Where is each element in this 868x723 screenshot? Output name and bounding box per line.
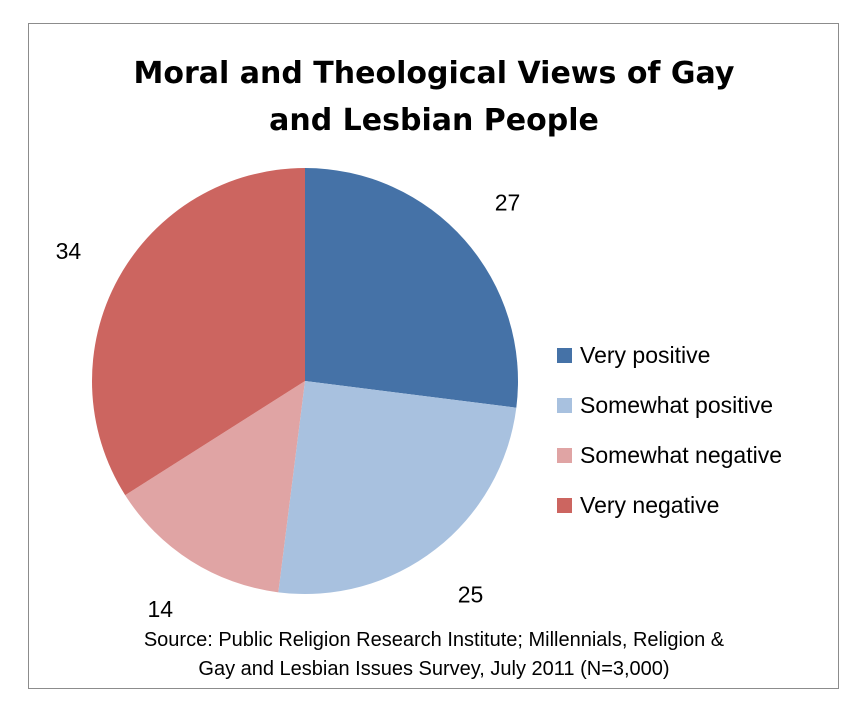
pie-slice-very-negative	[92, 168, 305, 496]
legend-label: Somewhat negative	[580, 441, 783, 468]
pie-slice-somewhat-positive	[278, 381, 517, 595]
chart-title-line-2: and Lesbian People	[269, 103, 599, 138]
legend-item-somewhat-negative: Somewhat negative	[557, 430, 782, 480]
legend-item-very-negative: Very negative	[557, 480, 782, 530]
legend-swatch	[557, 447, 572, 463]
chart-title-line-1: Moral and Theological Views of Gay	[133, 56, 735, 91]
source-note-line-1: Source: Public Religion Research Institu…	[143, 629, 725, 651]
legend-label: Very negative	[580, 491, 720, 518]
legend-item-very-positive: Very positive	[557, 330, 782, 380]
data-label-very-positive: 27	[495, 189, 521, 215]
data-label-somewhat-positive: 25	[458, 581, 484, 607]
legend-swatch	[557, 347, 572, 363]
legend-swatch	[557, 397, 572, 413]
data-label-somewhat-negative: 14	[148, 596, 174, 622]
legend-label: Somewhat positive	[580, 391, 774, 418]
pie-slice-very-positive	[305, 168, 519, 408]
legend-item-somewhat-positive: Somewhat positive	[557, 380, 782, 430]
pie-slice-somewhat-negative	[125, 381, 305, 593]
source-note-line-2: Gay and Lesbian Issues Survey, July 2011…	[198, 658, 670, 680]
legend-swatch	[557, 497, 572, 513]
chart-legend: Very positive Somewhat positive Somewhat…	[557, 330, 782, 530]
legend-label: Very positive	[580, 341, 711, 368]
data-label-very-negative: 34	[56, 238, 82, 264]
